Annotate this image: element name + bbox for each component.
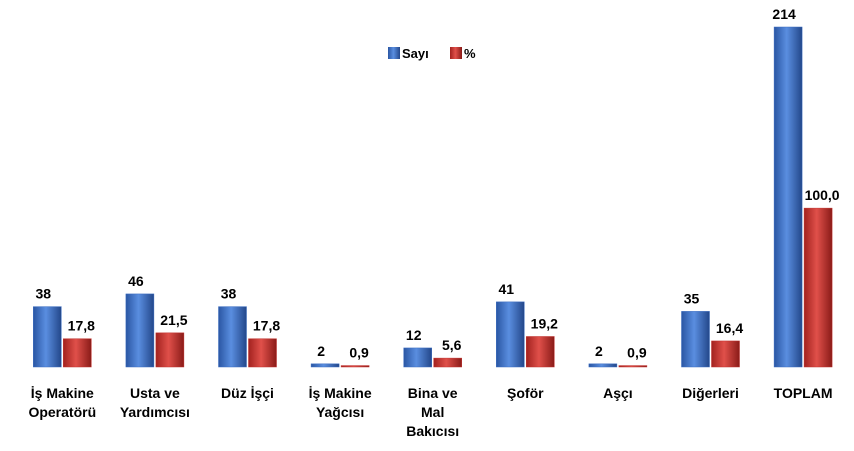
data-label: 0,9 bbox=[349, 345, 369, 361]
data-label: 100,0 bbox=[805, 187, 840, 203]
x-tick-label: İş Makine Operatörü bbox=[28, 385, 97, 420]
x-tick-label: Düz İşçi bbox=[221, 385, 274, 401]
data-label: 12 bbox=[406, 327, 422, 343]
legend-label: % bbox=[464, 46, 476, 61]
legend-swatch bbox=[388, 47, 400, 59]
bar bbox=[248, 338, 277, 368]
x-tick-label: Şoför bbox=[507, 385, 544, 401]
bar bbox=[526, 336, 555, 368]
bar bbox=[63, 338, 92, 368]
x-tick-label: İş Makine Yağcısı bbox=[308, 385, 372, 420]
bar bbox=[33, 306, 62, 368]
x-tick-label: Aşçı bbox=[603, 385, 633, 401]
bar bbox=[681, 311, 710, 368]
data-label: 41 bbox=[499, 281, 515, 297]
data-label: 38 bbox=[36, 286, 52, 302]
data-label: 17,8 bbox=[253, 318, 280, 334]
data-label: 21,5 bbox=[160, 312, 187, 328]
data-label: 46 bbox=[128, 273, 144, 289]
legend-label: Sayı bbox=[402, 46, 429, 61]
data-label: 214 bbox=[772, 6, 796, 22]
data-label: 2 bbox=[595, 343, 603, 359]
data-label: 2 bbox=[317, 343, 325, 359]
bar bbox=[496, 301, 525, 368]
legend-swatch bbox=[450, 47, 462, 59]
bar bbox=[155, 332, 185, 368]
bar bbox=[803, 207, 833, 368]
bar bbox=[588, 363, 618, 368]
data-label: 0,9 bbox=[627, 345, 647, 361]
bar bbox=[433, 357, 462, 368]
bar bbox=[618, 365, 648, 368]
bar bbox=[711, 340, 740, 368]
data-label: 35 bbox=[684, 290, 700, 306]
data-label: 5,6 bbox=[442, 337, 462, 353]
x-tick-label: Bina ve Mal Bakıcısı bbox=[406, 385, 460, 439]
bar bbox=[310, 363, 340, 368]
bar bbox=[340, 365, 370, 368]
x-tick-label: Usta ve Yardımcısı bbox=[119, 385, 190, 420]
x-tick-label: TOPLAM bbox=[773, 385, 833, 401]
data-label: 16,4 bbox=[716, 320, 743, 336]
bar bbox=[403, 347, 432, 368]
bar bbox=[125, 293, 155, 368]
bar bbox=[218, 306, 247, 368]
data-label: 38 bbox=[221, 286, 237, 302]
data-label: 19,2 bbox=[531, 315, 558, 331]
x-tick-label: Diğerleri bbox=[682, 385, 739, 401]
data-label: 17,8 bbox=[68, 318, 95, 334]
bar bbox=[773, 26, 803, 368]
